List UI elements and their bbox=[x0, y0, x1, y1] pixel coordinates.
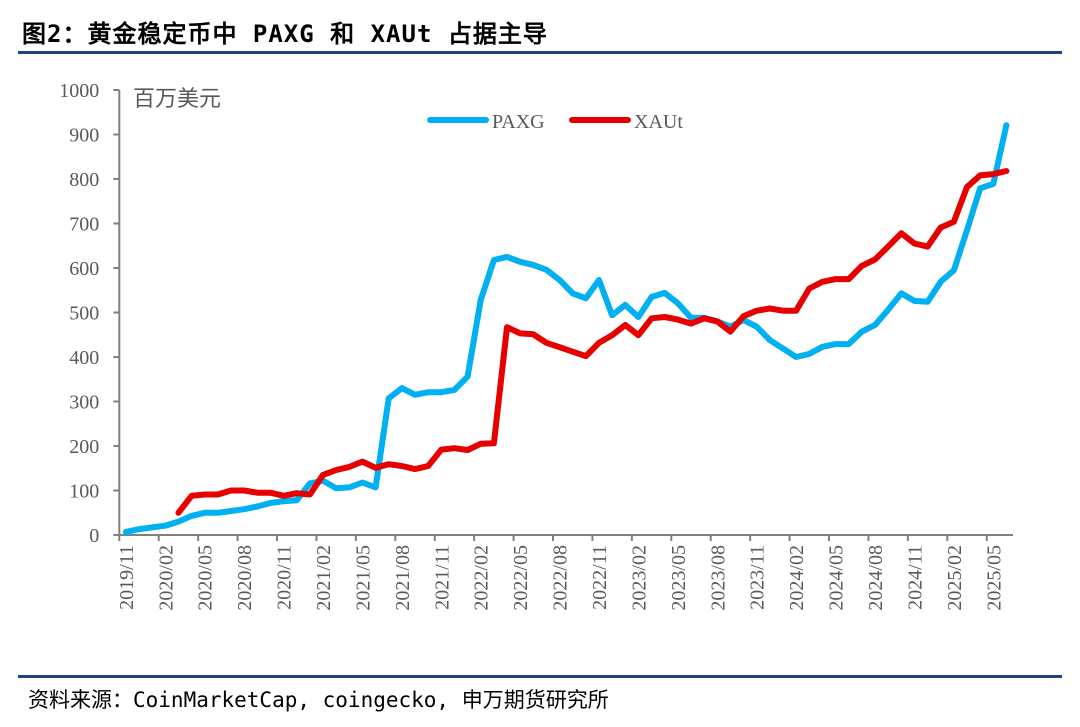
x-tick-labels: 2019/11 2020/02 2020/05 2020/08 2020/11 2021/… bbox=[116, 545, 1005, 611]
x-tick-label: 2023/08 bbox=[707, 545, 729, 611]
y-tick-label: 400 bbox=[69, 347, 99, 369]
x-tick-label: 2021/05 bbox=[352, 545, 374, 611]
y-tick-label: 600 bbox=[69, 258, 99, 280]
source-note: 资料来源：CoinMarketCap, coingecko, 申万期货研究所 bbox=[28, 688, 609, 712]
y-tick-label: 300 bbox=[69, 392, 99, 414]
x-tick-label: 2021/11 bbox=[431, 545, 453, 610]
y-tick-label: 500 bbox=[69, 303, 99, 325]
x-tick-label: 2021/02 bbox=[313, 545, 335, 611]
x-tick-label: 2021/08 bbox=[392, 545, 414, 611]
x-tick-label: 2022/05 bbox=[510, 545, 532, 611]
y-tick-label: 700 bbox=[69, 214, 99, 236]
x-tick-label: 2020/02 bbox=[155, 545, 177, 611]
x-tick-label: 2022/11 bbox=[589, 545, 611, 610]
y-tick-labels: 0 100 200 300 400 500 600 700 800 900 1000 bbox=[59, 80, 99, 547]
series-line-xaut bbox=[175, 168, 1010, 516]
x-tick-label: 2024/11 bbox=[904, 545, 926, 610]
x-tick-label: 2019/11 bbox=[116, 545, 138, 610]
legend-label-paxg: PAXG bbox=[492, 111, 545, 133]
bottom-divider bbox=[18, 675, 1062, 678]
legend-label-xaut: XAUt bbox=[634, 111, 683, 133]
y-tick-label: 800 bbox=[69, 169, 99, 191]
y-tick-label: 0 bbox=[89, 525, 99, 547]
x-tick-label: 2025/02 bbox=[944, 545, 966, 611]
x-tick-label: 2023/11 bbox=[747, 545, 769, 610]
top-divider bbox=[18, 51, 1062, 54]
y-tick-label: 100 bbox=[69, 481, 99, 503]
legend: PAXG XAUt bbox=[427, 111, 683, 133]
y-tick-label: 200 bbox=[69, 436, 99, 458]
x-tick-label: 2020/11 bbox=[274, 545, 296, 610]
series-lines bbox=[122, 122, 1010, 535]
y-tick-label: 900 bbox=[69, 125, 99, 147]
x-tick-label: 2023/05 bbox=[668, 545, 690, 611]
x-tick-label: 2025/05 bbox=[983, 545, 1005, 611]
x-tick-label: 2024/02 bbox=[786, 545, 808, 611]
axes bbox=[113, 89, 1013, 541]
figure-title: 图2：黄金稳定币中 PAXG 和 XAUt 占据主导 bbox=[22, 20, 548, 48]
x-tick-label: 2022/08 bbox=[550, 545, 572, 611]
series-line-paxg bbox=[122, 122, 1010, 535]
y-tick-label: 1000 bbox=[59, 80, 99, 102]
x-tick-label: 2024/08 bbox=[865, 545, 887, 611]
x-tick-label: 2022/02 bbox=[471, 545, 493, 611]
x-tick-label: 2023/02 bbox=[628, 545, 650, 611]
x-tick-label: 2020/05 bbox=[195, 545, 217, 611]
x-tick-label: 2024/05 bbox=[826, 545, 848, 611]
x-tick-label: 2020/08 bbox=[234, 545, 256, 611]
y-axis-unit: 百万美元 bbox=[133, 87, 221, 112]
